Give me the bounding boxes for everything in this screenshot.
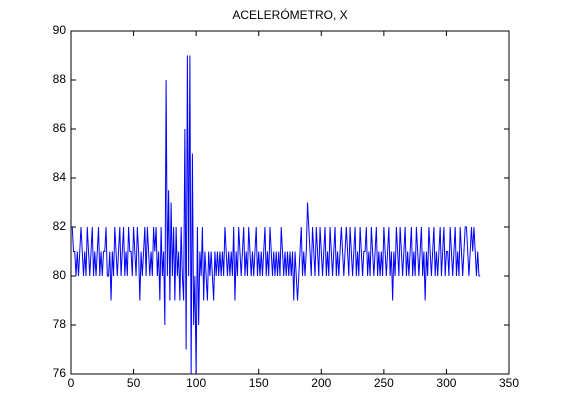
x-tick-label: 200: [311, 376, 331, 390]
y-tick-label: 76: [53, 366, 67, 380]
y-tick-label: 78: [53, 317, 67, 331]
x-tick-label: 350: [499, 376, 519, 390]
y-tick-label: 84: [53, 170, 67, 184]
y-tick-label: 82: [53, 219, 67, 233]
x-tick-label: 300: [436, 376, 456, 390]
x-tick-label: 50: [127, 376, 141, 390]
x-tick-label: 0: [68, 376, 75, 390]
x-tick-label: 100: [186, 376, 206, 390]
x-tick-label: 150: [249, 376, 269, 390]
plot-area: [70, 30, 510, 375]
x-tick-label: 250: [374, 376, 394, 390]
y-tick-label: 90: [53, 23, 67, 37]
chart-title: ACELERÓMETRO, X: [232, 7, 347, 22]
y-tick-label: 88: [53, 72, 67, 86]
data-line: [71, 55, 481, 375]
y-tick-label: 86: [53, 121, 67, 135]
y-tick-label: 80: [53, 268, 67, 282]
